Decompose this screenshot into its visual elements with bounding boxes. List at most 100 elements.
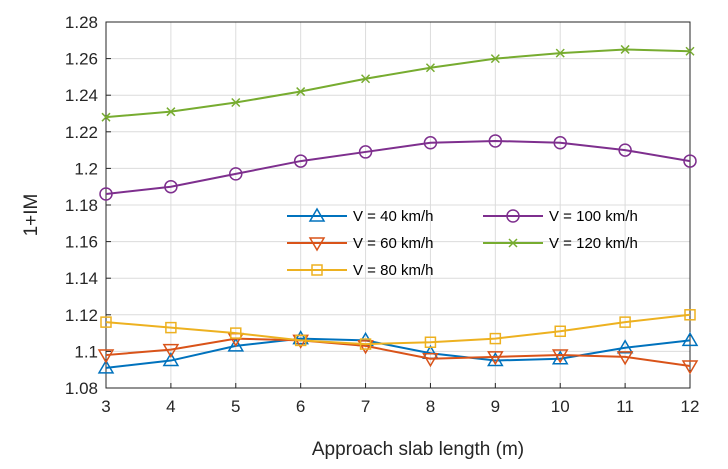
series-line: [105, 139, 691, 196]
y-tick-label: 1.22: [65, 123, 98, 142]
series-v-120-km-h: [101, 44, 695, 122]
data-point: [684, 309, 696, 321]
x-tick-label: 3: [101, 397, 110, 416]
data-point: [227, 337, 245, 352]
series-v-60-km-h: [97, 332, 699, 375]
legend-label: V = 60 km/h: [353, 235, 433, 252]
data-point: [489, 332, 502, 345]
x-tick-label: 5: [231, 397, 240, 416]
y-tick-label: 1.08: [65, 379, 98, 398]
series-line: [105, 337, 691, 368]
data-point: [487, 352, 504, 367]
data-point: [162, 352, 180, 367]
data-point: [425, 63, 435, 73]
legend-label: V = 40 km/h: [353, 208, 433, 225]
data-point: [162, 343, 180, 359]
data-point: [97, 359, 115, 374]
legend-item: V = 60 km/h: [287, 235, 433, 252]
data-point: [616, 351, 634, 366]
series-v-100-km-h: [99, 134, 697, 201]
legend: V = 40 km/h V = 100 km/h V = 60 km/h V = 12…: [287, 207, 638, 279]
data-point: [422, 352, 439, 368]
data-point: [423, 136, 438, 150]
legend-marker: [311, 264, 323, 276]
legend-label: V = 120 km/h: [549, 235, 638, 252]
data-point: [357, 340, 374, 355]
y-tick-label: 1.26: [65, 50, 98, 69]
data-point: [424, 336, 437, 348]
x-tick-label: 8: [426, 397, 435, 416]
legend-marker: [506, 209, 520, 223]
data-point: [166, 107, 176, 117]
data-point: [681, 331, 699, 347]
data-point: [616, 339, 634, 354]
data-point: [296, 87, 306, 97]
data-point: [551, 350, 569, 365]
data-point: [99, 187, 113, 201]
data-point: [97, 349, 115, 364]
legend-item: V = 40 km/h: [287, 207, 433, 225]
series-group: [97, 44, 699, 375]
series-line: [105, 48, 691, 119]
data-point: [683, 154, 697, 168]
y-tick-label: 1.1: [74, 342, 98, 361]
legend-label: V = 100 km/h: [549, 208, 638, 225]
data-point: [359, 338, 372, 350]
data-point: [551, 349, 569, 364]
data-point: [619, 316, 631, 328]
series-v-80-km-h: [100, 309, 696, 350]
data-point: [165, 321, 177, 334]
data-point: [555, 48, 565, 58]
data-point: [488, 134, 503, 148]
data-point: [101, 112, 111, 122]
plot-frame: [105, 21, 691, 389]
data-point: [293, 154, 308, 168]
data-point: [164, 179, 178, 194]
x-tick-label: 11: [616, 397, 634, 416]
series-line: [105, 313, 691, 346]
data-point: [620, 44, 630, 54]
y-tick-label: 1.18: [65, 196, 98, 215]
data-point: [231, 97, 241, 108]
legend-marker: [308, 207, 326, 222]
legend-item: V = 80 km/h: [287, 262, 433, 279]
y-tick-label: 1.14: [65, 269, 98, 288]
data-point: [229, 167, 243, 181]
axes: 3 4 5 6 7 8 9 10 11 12 1.08 1.1 1.12 1.14 1.16 1.18 1.2 1…: [65, 13, 700, 416]
data-point: [490, 54, 500, 64]
x-tick-label: 10: [551, 397, 570, 416]
y-tick-label: 1.12: [65, 306, 98, 325]
data-point: [361, 74, 371, 84]
series-line: [105, 337, 691, 369]
legend-marker: [308, 237, 326, 252]
data-point: [554, 325, 566, 338]
data-point: [230, 327, 242, 339]
x-tick-label: 6: [296, 397, 305, 416]
data-point: [358, 145, 373, 159]
data-point: [553, 136, 567, 150]
data-point: [294, 334, 307, 347]
x-tick-label: 4: [166, 397, 175, 416]
data-point: [100, 316, 112, 328]
x-tick-label: 9: [491, 397, 500, 416]
y-tick-label: 1.24: [65, 86, 98, 105]
legend-marker: [508, 238, 518, 248]
y-tick-label: 1.16: [65, 233, 98, 252]
legend-item: V = 120 km/h: [483, 235, 638, 252]
data-point: [618, 143, 632, 157]
legend-label: V = 80 km/h: [353, 262, 433, 279]
x-tick-label: 12: [681, 397, 700, 416]
legend-item: V = 100 km/h: [483, 208, 638, 225]
y-axis-title: 1+IM: [21, 194, 42, 237]
y-tick-label: 1.28: [65, 13, 98, 32]
data-point: [681, 360, 699, 375]
data-point: [685, 46, 695, 56]
x-tick-label: 7: [361, 397, 370, 416]
y-tick-label: 1.2: [74, 159, 98, 178]
data-point: [487, 351, 504, 366]
x-axis-title: Approach slab length (m): [312, 439, 524, 460]
grid: [105, 21, 691, 389]
data-point: [292, 330, 309, 345]
